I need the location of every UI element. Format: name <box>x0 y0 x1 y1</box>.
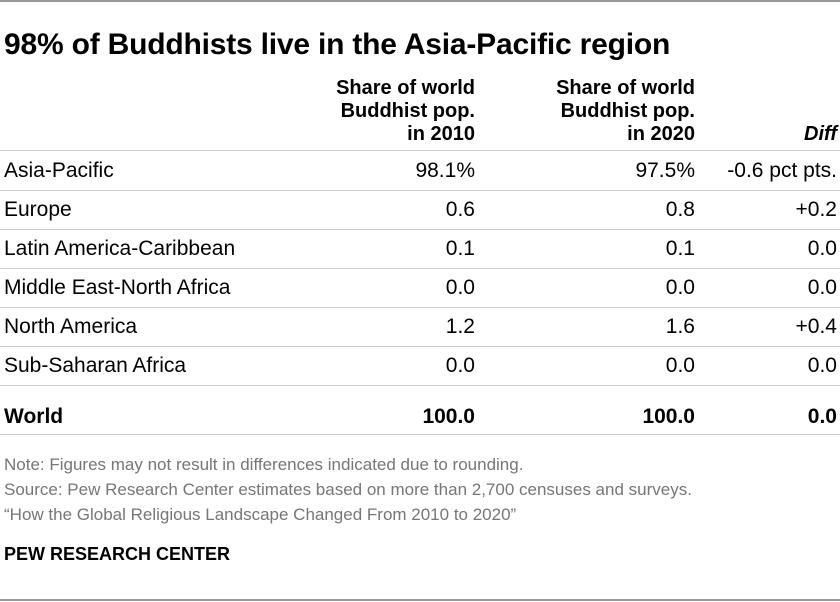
note-text: Note: Figures may not result in differen… <box>4 455 524 474</box>
value-2020: 97.5% <box>635 159 695 182</box>
column-header-2010-line: Share of world <box>336 77 475 99</box>
table-row: Latin America-Caribbean 0.1 0.1 0.0 <box>0 229 840 269</box>
header-divider <box>0 150 840 151</box>
value-2020: 0.0 <box>665 276 695 299</box>
value-2020: 0.1 <box>665 237 695 260</box>
value-diff: 0.0 <box>807 276 837 299</box>
table-row-total: World 100.0 100.0 0.0 <box>0 389 840 435</box>
brand-name: PEW RESEARCH CENTER <box>4 544 231 564</box>
value-diff: -0.6 pct pts. <box>727 159 837 182</box>
column-header-2020-line: in 2020 <box>627 123 695 145</box>
table-row: Europe 0.6 0.8 +0.2 <box>0 190 840 230</box>
value-diff: +0.2 <box>795 198 837 221</box>
column-header-2020-line: Buddhist pop. <box>560 100 695 122</box>
value-diff: 0.0 <box>807 405 837 428</box>
value-2010: 100.0 <box>422 405 475 428</box>
value-2020: 0.0 <box>665 354 695 377</box>
top-border <box>0 0 840 2</box>
column-header-2010-line: in 2010 <box>407 123 475 145</box>
region-label: World <box>4 405 64 428</box>
table-row: North America 1.2 1.6 +0.4 <box>0 307 840 347</box>
region-label: Europe <box>4 198 72 221</box>
value-diff: 0.0 <box>807 237 837 260</box>
value-2010: 0.0 <box>445 354 475 377</box>
value-2010: 98.1% <box>415 159 475 182</box>
footnotes: Note: Figures may not result in differen… <box>4 452 692 527</box>
report-title-text: “How the Global Religious Landscape Chan… <box>4 505 517 524</box>
table-row: Asia-Pacific 98.1% 97.5% -0.6 pct pts. <box>0 151 840 191</box>
region-label: North America <box>4 315 138 338</box>
table-row: Middle East-North Africa 0.0 0.0 0.0 <box>0 268 840 308</box>
column-header-2020: Share of world Buddhist pop. in 2020 <box>556 77 695 146</box>
region-label: Sub-Saharan Africa <box>4 354 187 377</box>
value-2020: 0.8 <box>665 198 695 221</box>
value-2020: 1.6 <box>665 315 695 338</box>
value-2010: 0.6 <box>445 198 475 221</box>
value-diff: 0.0 <box>807 354 837 377</box>
region-label: Latin America-Caribbean <box>4 237 236 260</box>
value-diff: +0.4 <box>795 315 837 338</box>
value-2010: 0.0 <box>445 276 475 299</box>
value-2010: 0.1 <box>445 237 475 260</box>
value-2020: 100.0 <box>642 405 695 428</box>
source-text: Source: Pew Research Center estimates ba… <box>4 480 692 499</box>
column-header-2020-line: Share of world <box>556 77 695 99</box>
chart-title: 98% of Buddhists live in the Asia-Pacifi… <box>4 28 671 61</box>
table-row: Sub-Saharan Africa 0.0 0.0 0.0 <box>0 346 840 386</box>
value-2010: 1.2 <box>445 315 475 338</box>
column-header-2010: Share of world Buddhist pop. in 2010 <box>336 77 475 146</box>
region-label: Asia-Pacific <box>4 159 114 182</box>
column-header-diff: Diff <box>804 123 837 145</box>
region-label: Middle East-North Africa <box>4 276 231 299</box>
bottom-border <box>0 599 840 601</box>
column-header-2010-line: Buddhist pop. <box>340 100 475 122</box>
